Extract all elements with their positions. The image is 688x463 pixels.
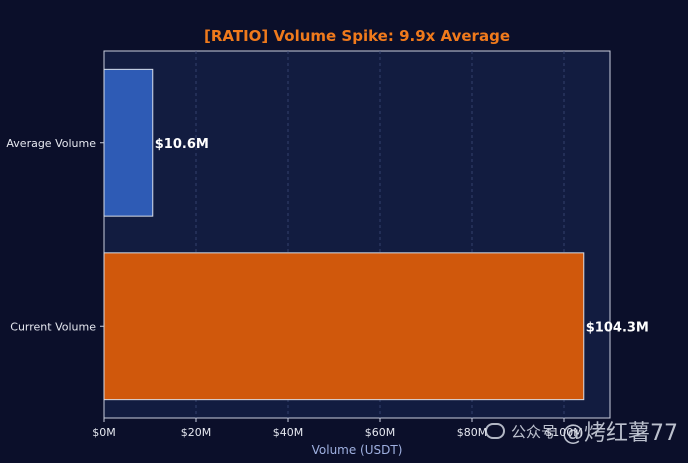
x-tick-label: $40M: [273, 426, 304, 439]
x-tick-label: $60M: [365, 426, 396, 439]
bar: [103, 252, 585, 401]
chat-bubble-icon: [484, 423, 505, 439]
y-tick-label: Current Volume: [10, 320, 96, 333]
watermark-handle: @烤红薯77: [562, 421, 678, 446]
x-tick-label: $20M: [181, 426, 212, 439]
watermark-label: 公众号: [510, 422, 556, 441]
axis-ticks: $0M $20M $40M $60M $80M $100M Average Volume Cu…: [6, 137, 582, 439]
bars: $10.6M $104.3M: [103, 68, 649, 401]
x-axis-label: Volume (USDT): [312, 443, 403, 457]
watermark: 公众号 @烤红薯77: [484, 415, 678, 447]
chart-title: [RATIO] Volume Spike: 9.9x Average: [204, 27, 510, 45]
data-label: $10.6M: [155, 137, 209, 152]
x-tick-label: $0M: [92, 426, 116, 439]
grid-lines: [195, 51, 565, 418]
bar: [103, 68, 154, 217]
y-tick-label: Average Volume: [6, 137, 96, 150]
x-tick-label: $100M: [545, 426, 583, 439]
x-tick-label: $80M: [457, 426, 488, 439]
data-label: $104.3M: [586, 320, 649, 335]
